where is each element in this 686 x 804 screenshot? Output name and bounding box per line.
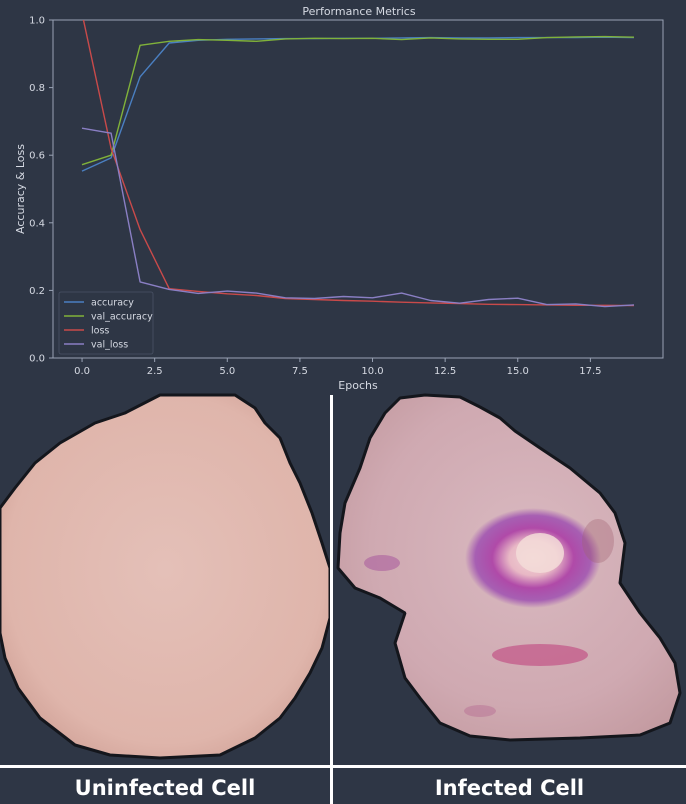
series-line-val_accuracy xyxy=(81,35,635,166)
x-axis: 0.0 2.5 5.0 7.5 10.0 12.5 15.0 17.5 xyxy=(74,358,602,377)
y-tick-label: 0.0 xyxy=(29,354,45,365)
y-tick-label: 0.4 xyxy=(29,218,45,229)
x-tick-label: 15.0 xyxy=(507,366,529,377)
x-tick-label: 2.5 xyxy=(147,366,163,377)
horizontal-divider xyxy=(0,765,686,768)
legend-box xyxy=(58,291,154,355)
chart-title: Performance Metrics xyxy=(302,5,415,18)
infected-cell-label: Infected Cell xyxy=(434,776,585,800)
cell-images xyxy=(0,393,682,760)
x-tick-label: 7.5 xyxy=(292,366,308,377)
uninfected-cell-outline xyxy=(0,393,332,760)
x-axis-title: Epochs xyxy=(338,379,378,392)
series-line-val_loss xyxy=(81,127,635,308)
x-tick-label: 17.5 xyxy=(579,366,601,377)
performance-chart: Performance Metrics 0.0 2.5 5.0 7.5 10.0 12.5… xyxy=(14,5,664,392)
x-tick-label: 0.0 xyxy=(74,366,90,377)
plot-area xyxy=(52,19,664,359)
stain-spot-left xyxy=(364,555,400,571)
legend-label-accuracy: accuracy xyxy=(91,298,134,309)
stain-spot-right xyxy=(582,519,614,563)
series-line-accuracy xyxy=(81,36,635,172)
y-axis-title: Accuracy & Loss xyxy=(14,144,27,234)
series-line-loss xyxy=(82,20,635,307)
x-tick-label: 10.0 xyxy=(361,366,383,377)
uninfected-cell-image xyxy=(0,393,332,760)
stain-spot-lower xyxy=(492,644,588,666)
series-lines xyxy=(81,20,635,308)
parasite-stain-core xyxy=(516,533,564,573)
x-tick-label: 5.0 xyxy=(219,366,235,377)
y-tick-label: 0.8 xyxy=(29,83,45,94)
infected-cell-image xyxy=(336,393,682,742)
y-tick-label: 0.2 xyxy=(29,286,45,297)
y-tick-label: 1.0 xyxy=(29,16,45,27)
vertical-divider xyxy=(330,395,333,804)
stain-spot-bottom xyxy=(464,705,496,717)
legend-label-loss: loss xyxy=(91,326,109,337)
legend-label-val_loss: val_loss xyxy=(91,340,128,351)
uninfected-cell-label: Uninfected Cell xyxy=(74,776,256,800)
y-tick-label: 0.6 xyxy=(29,151,45,162)
y-axis: 0.0 0.2 0.4 0.6 0.8 1.0 xyxy=(29,16,53,365)
x-tick-label: 12.5 xyxy=(434,366,456,377)
legend-label-val_accuracy: val_accuracy xyxy=(91,312,153,323)
